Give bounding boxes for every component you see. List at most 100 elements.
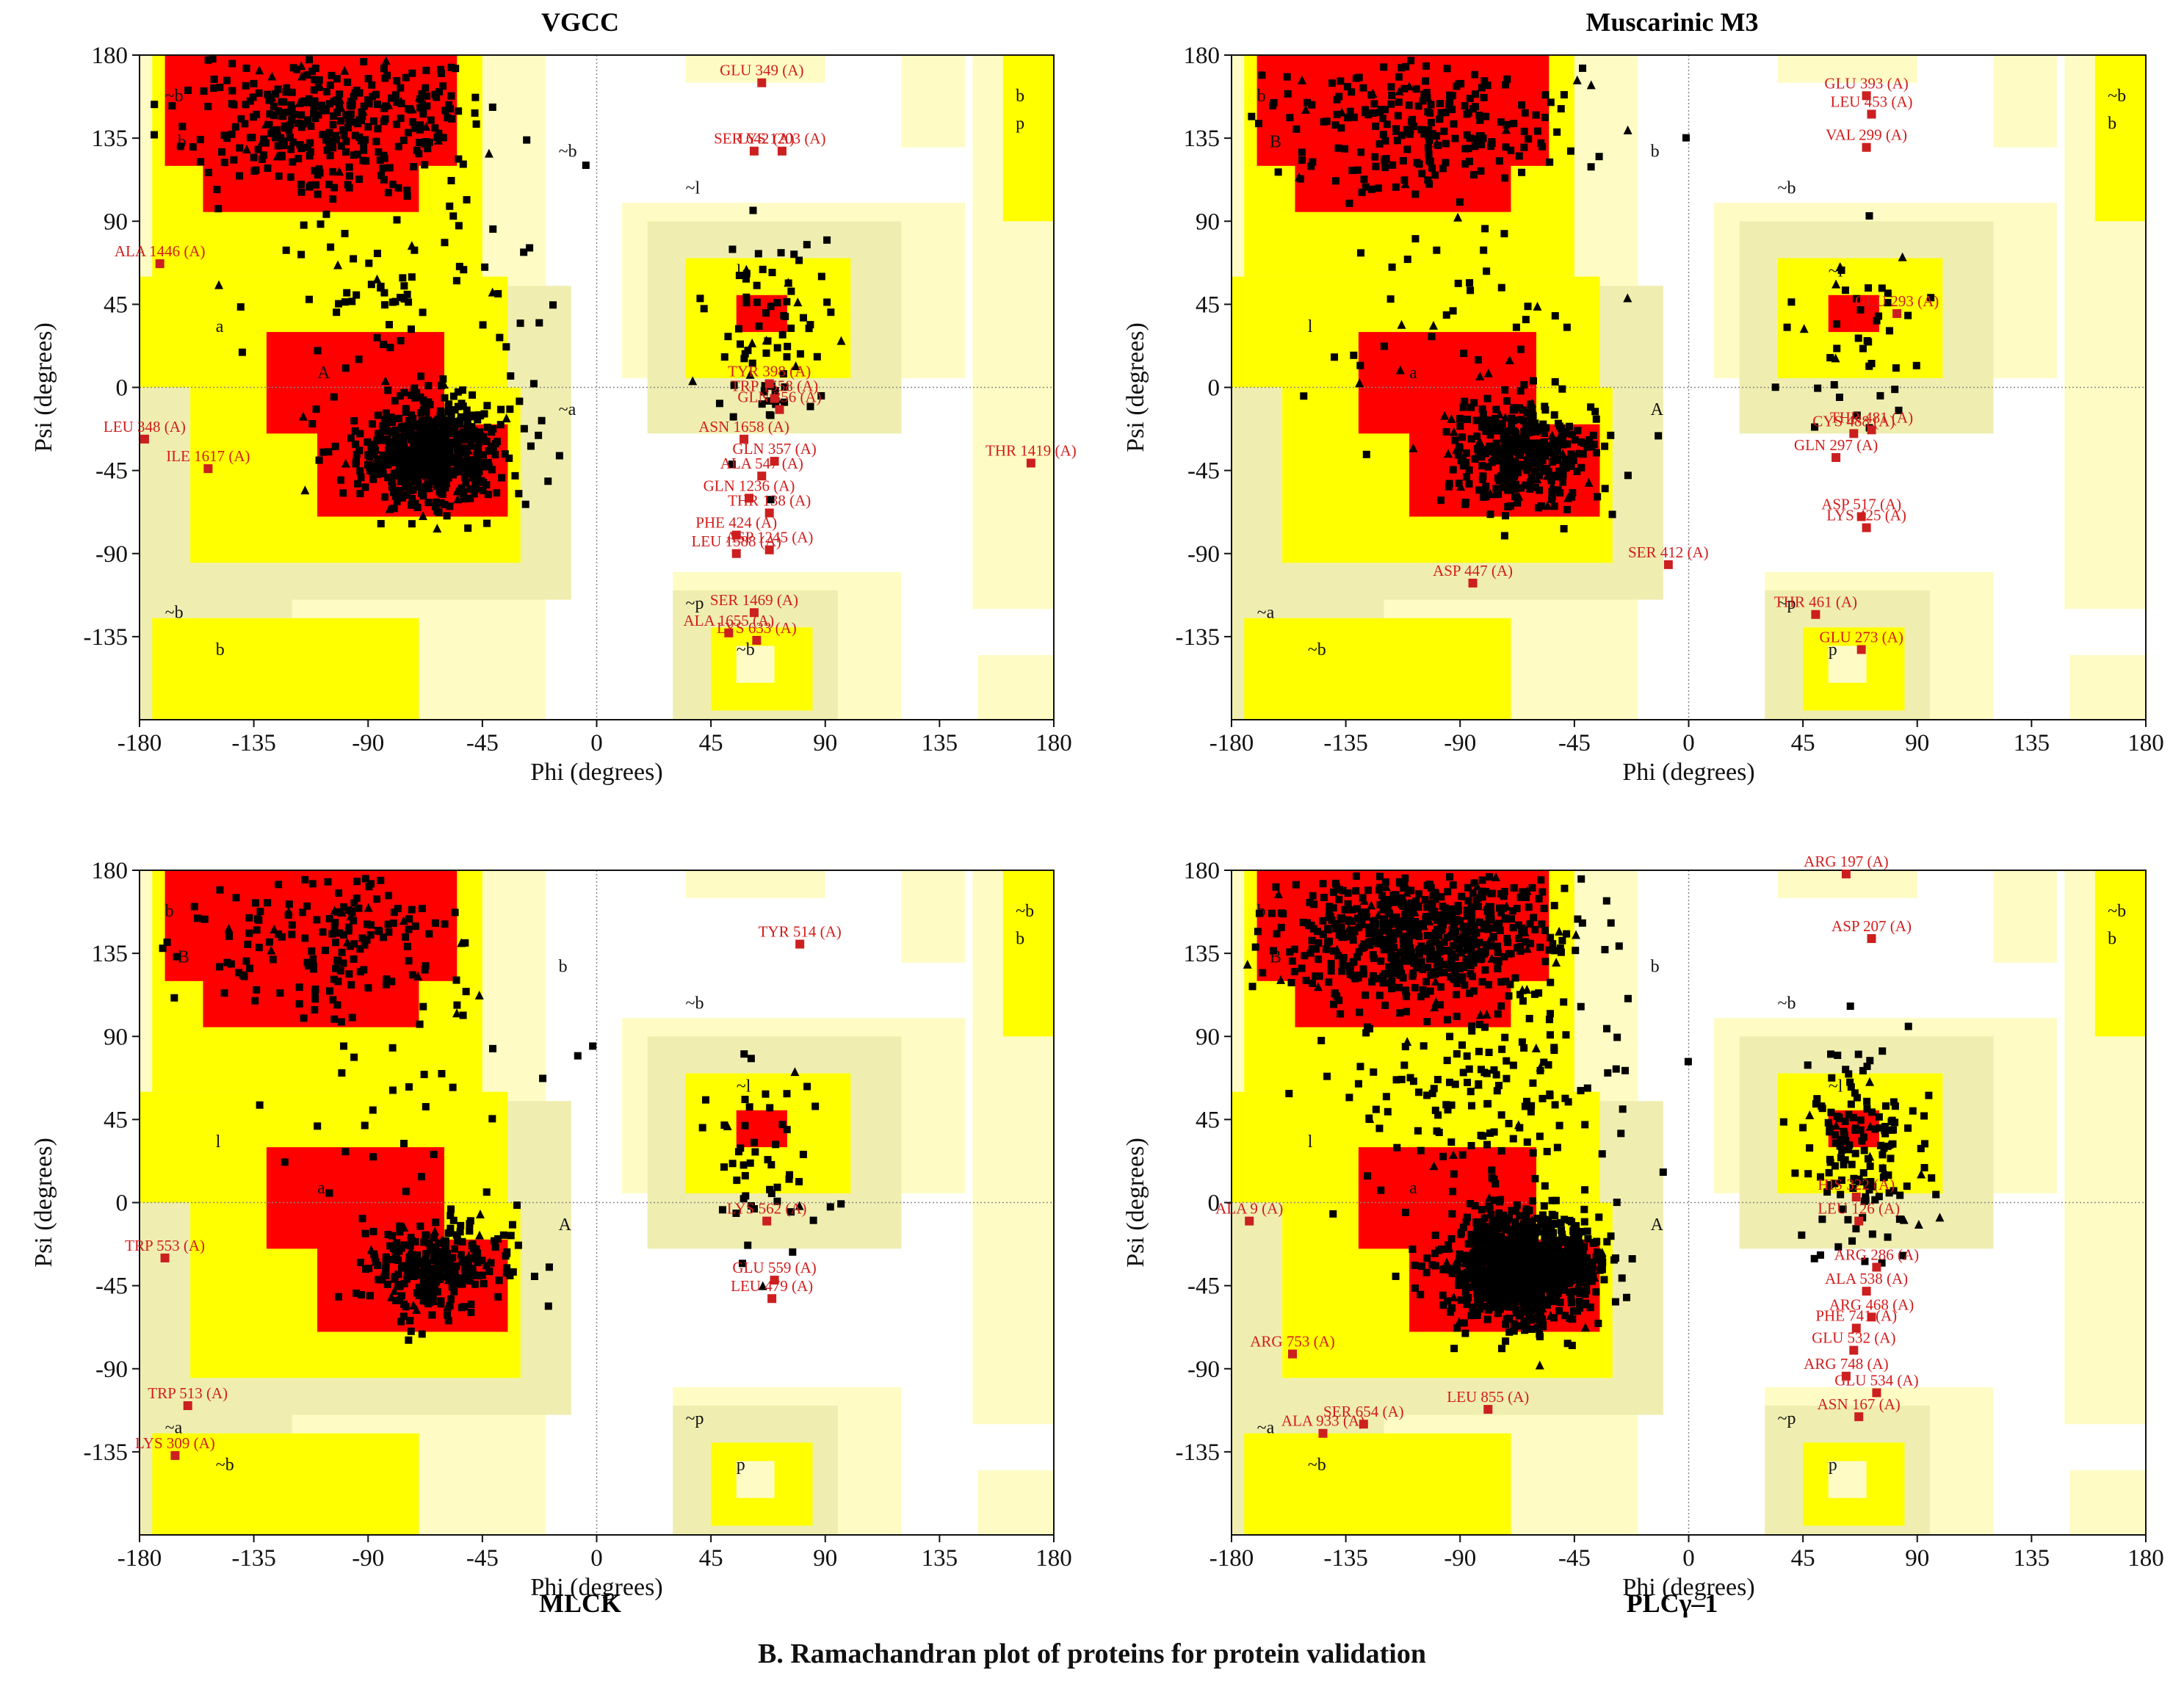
residue-point <box>424 425 432 433</box>
glycine-point <box>375 454 384 463</box>
residue-point <box>1440 961 1448 969</box>
residue-point <box>1475 486 1483 494</box>
residue-point <box>1552 1196 1560 1204</box>
region-label: p <box>1016 115 1024 134</box>
residue-point <box>432 498 440 506</box>
residue-point <box>1444 101 1453 109</box>
glycine-point <box>1475 371 1485 380</box>
residue-point <box>1346 107 1354 115</box>
residue-point <box>1269 101 1277 109</box>
residue-point <box>1392 913 1400 921</box>
glycine-point <box>1458 961 1468 971</box>
residue-point <box>1512 323 1520 331</box>
glycine-point <box>418 511 427 521</box>
residue-point <box>1525 450 1533 458</box>
residue-point <box>447 92 455 100</box>
residue-point <box>1591 408 1599 416</box>
residue-point <box>314 1122 322 1130</box>
residue-point <box>1343 83 1351 91</box>
residue-point <box>1540 1259 1548 1268</box>
residue-point <box>382 1266 390 1274</box>
residue-point <box>214 205 223 213</box>
residue-point <box>1402 942 1410 950</box>
residue-point <box>799 314 807 322</box>
residue-point <box>455 262 463 270</box>
residue-point <box>361 941 369 949</box>
residue-point <box>826 1203 834 1211</box>
residue-point <box>1469 1249 1478 1257</box>
residue-point <box>312 405 320 413</box>
residue-point <box>1469 889 1477 897</box>
glycine-point <box>1935 1212 1945 1222</box>
residue-point <box>1458 433 1467 441</box>
glycine-point <box>1365 1113 1375 1123</box>
residue-point <box>235 969 243 977</box>
outlier-label: ALA 1655 (A) <box>684 612 775 629</box>
residue-point <box>1576 1287 1584 1295</box>
residue-point <box>1448 1210 1456 1218</box>
residue-point <box>1550 411 1558 419</box>
residue-point <box>1831 1179 1839 1188</box>
glycine-point <box>1865 1121 1875 1131</box>
residue-point <box>1418 170 1426 178</box>
residue-point <box>417 489 425 497</box>
residue-point <box>1465 989 1473 997</box>
residue-point <box>1581 1186 1589 1194</box>
residue-point <box>1569 430 1577 438</box>
panel-vgcc: VGCC b ~b ~l l a A ~a ~b b ~b b p ~b ~p GLU 349 (A) SER … <box>0 0 1092 815</box>
residue-point <box>1465 1065 1473 1073</box>
residue-point <box>488 103 496 111</box>
residue-point <box>1536 1330 1544 1338</box>
residue-point <box>1565 1279 1573 1287</box>
residue-point <box>1457 949 1465 957</box>
residue-point <box>452 1231 460 1239</box>
residue-point <box>420 1071 428 1079</box>
x-tick-label: -45 <box>1558 730 1591 756</box>
residue-point <box>422 434 430 442</box>
x-tick-label: 135 <box>2014 730 2050 756</box>
residue-point <box>1308 101 1316 109</box>
residue-point <box>1402 62 1410 71</box>
residue-point <box>1547 442 1555 450</box>
residue-point <box>1618 1274 1626 1282</box>
residue-point <box>408 391 416 400</box>
residue-point <box>1331 353 1339 361</box>
residue-point <box>1546 1252 1554 1260</box>
residue-point <box>1479 1132 1487 1140</box>
residue-point <box>1611 1298 1619 1306</box>
residue-point <box>1502 81 1510 89</box>
residue-point <box>1826 1158 1834 1166</box>
outlier-label: GLU 559 (A) <box>732 1259 816 1276</box>
residue-point <box>176 142 184 151</box>
residue-point <box>388 1232 397 1240</box>
residue-point <box>1461 160 1469 168</box>
residue-point <box>1400 955 1409 963</box>
residue-point <box>399 137 408 145</box>
glycine-point <box>758 1281 767 1290</box>
residue-point <box>1379 922 1387 930</box>
residue-point <box>1486 942 1494 950</box>
residue-point <box>1535 445 1543 453</box>
residue-point <box>1517 1272 1525 1280</box>
residue-point <box>1833 344 1841 353</box>
residue-point <box>1537 1293 1545 1301</box>
residue-point <box>408 118 416 126</box>
outlier-point <box>749 146 759 156</box>
residue-point <box>1516 947 1525 955</box>
residue-point <box>1530 1287 1538 1295</box>
residue-point <box>1536 486 1544 494</box>
residue-point <box>1498 1045 1506 1053</box>
residue-point <box>1537 1221 1545 1229</box>
residue-point <box>1863 1097 1871 1105</box>
residue-point <box>1440 127 1448 135</box>
residue-point <box>1469 1268 1477 1276</box>
residue-point <box>250 153 258 162</box>
residue-point <box>1290 967 1298 975</box>
residue-point <box>1422 77 1430 85</box>
residue-point <box>1904 1124 1912 1132</box>
residue-point <box>1508 1285 1516 1293</box>
residue-point <box>286 145 294 153</box>
residue-point <box>330 975 338 983</box>
residue-point <box>1472 135 1480 143</box>
